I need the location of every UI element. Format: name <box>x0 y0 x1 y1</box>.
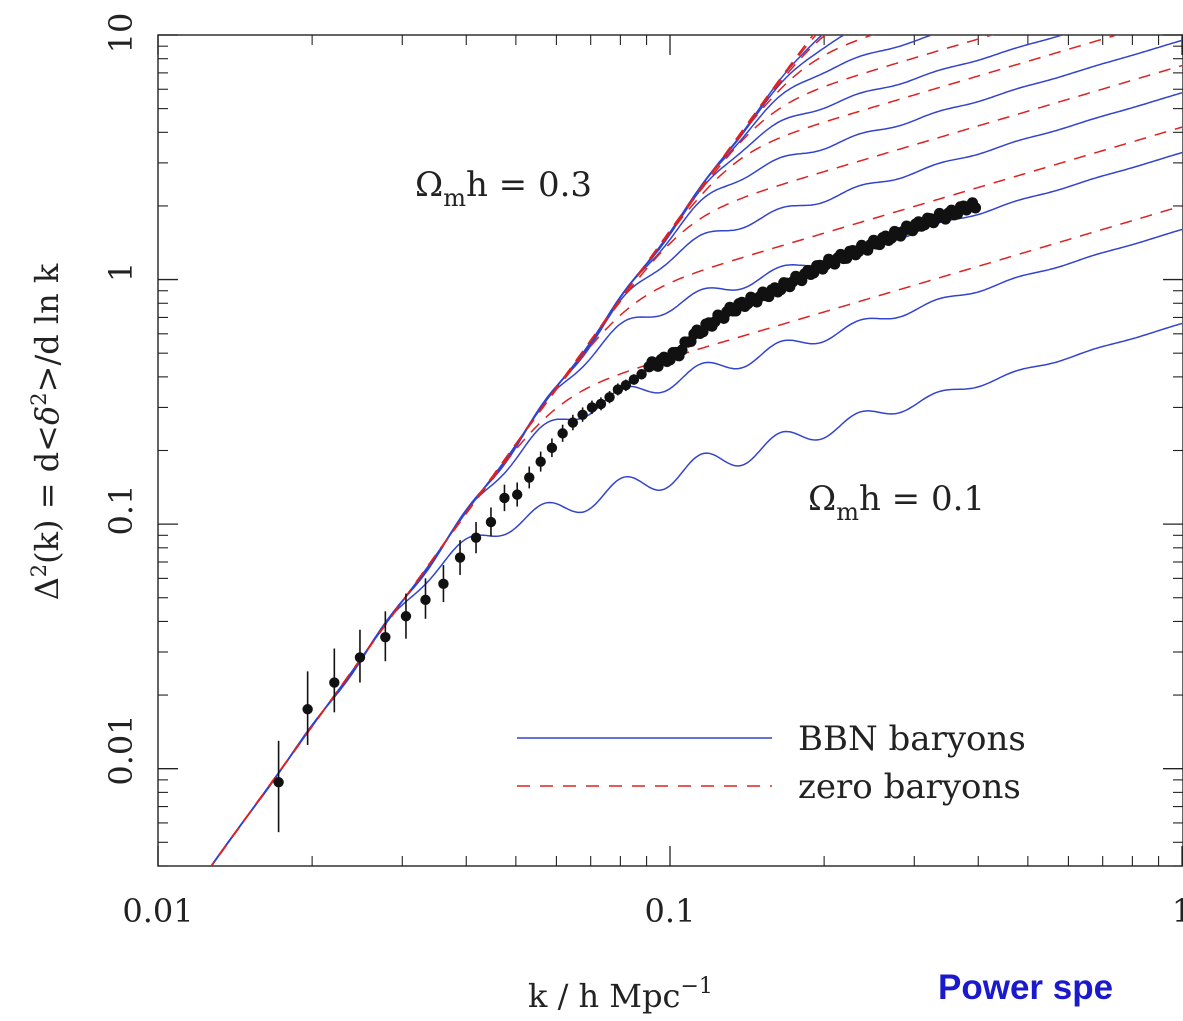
data-point <box>628 374 640 385</box>
y-tick-label: 0.1 <box>102 485 140 536</box>
zero-baryon-curve <box>210 35 827 866</box>
bbn-baryon-curve <box>210 35 934 866</box>
y-tick-label: 0.01 <box>102 714 140 785</box>
data-point <box>546 442 558 454</box>
data-point <box>499 492 510 504</box>
bbn-baryon-curve <box>210 92 1183 866</box>
major-ticks <box>157 34 1183 866</box>
bbn-baryon-curve <box>210 228 1183 866</box>
data-point <box>557 428 568 439</box>
bbn-baryon-curve <box>210 35 1065 866</box>
data-point <box>329 677 340 688</box>
data-point <box>620 379 632 391</box>
data-point <box>577 409 588 420</box>
data-point <box>595 398 607 410</box>
minor-ticks <box>158 35 1183 867</box>
data-point <box>380 631 391 643</box>
data-point <box>420 594 431 606</box>
data-point <box>969 202 982 214</box>
plot-frame <box>157 34 1183 867</box>
y-axis-label: Δ2(k) = d<δ2>/d ln k <box>27 263 66 600</box>
data-point <box>586 402 598 413</box>
zero-baryon-curve <box>210 205 1183 866</box>
data-point <box>454 552 466 563</box>
data-points <box>273 197 982 788</box>
data-error-bars <box>277 362 650 833</box>
legend: BBN baryons zero baryons <box>517 719 1026 807</box>
bbn-baryon-curve <box>210 35 823 866</box>
x-tick-label: 0.01 <box>122 892 193 930</box>
x-tick-label: 0.1 <box>645 892 696 930</box>
zero-baryon-curve <box>210 35 875 866</box>
bbn-baryon-curve <box>210 35 846 866</box>
bbn-baryon-curve <box>210 151 1183 866</box>
zero-baryon-curve <box>210 35 1120 866</box>
data-point <box>612 384 624 395</box>
annotation-omega-0-1: Ωmh = 0.1 <box>808 479 985 526</box>
data-point <box>470 532 482 543</box>
legend-label: BBN baryons <box>798 719 1026 759</box>
annotation-omega-0-3: Ωmh = 0.3 <box>415 165 592 212</box>
y-tick-label: 10 <box>102 13 140 54</box>
model-curves <box>210 35 1183 866</box>
x-axis-label: k / h Mpc−1 <box>528 974 713 1015</box>
data-point <box>438 578 449 590</box>
zero-baryon-curve <box>210 35 814 866</box>
data-point <box>512 489 523 500</box>
data-point <box>535 456 546 467</box>
data-point <box>302 704 313 715</box>
bbn-baryon-curve <box>210 39 1183 866</box>
legend-label: zero baryons <box>798 767 1021 807</box>
x-tick-label: 1 <box>1172 892 1183 930</box>
data-point <box>485 516 497 528</box>
zero-baryon-curve <box>210 126 1183 866</box>
data-point <box>567 417 579 428</box>
zero-baryon-curve <box>210 35 995 866</box>
data-point <box>524 472 535 483</box>
data-point <box>636 369 647 380</box>
slide-caption: Power spe <box>938 968 1114 1007</box>
data-point <box>400 611 412 622</box>
data-point <box>354 652 366 663</box>
zero-baryon-curve <box>210 35 817 866</box>
data-point <box>604 392 615 403</box>
y-tick-label: 1 <box>102 262 140 282</box>
zero-baryon-curve <box>210 64 1183 866</box>
data-point <box>273 777 284 788</box>
